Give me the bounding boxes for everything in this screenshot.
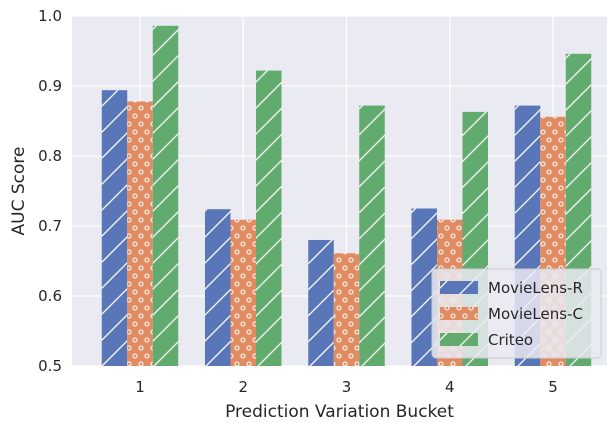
bar-hatch — [101, 90, 128, 366]
bar-hatch — [256, 70, 282, 366]
bar-hatch — [205, 209, 231, 366]
x-tick-label: 3 — [342, 378, 352, 396]
x-tick-label: 2 — [238, 378, 248, 396]
y-tick-label: 0.5 — [38, 357, 62, 375]
x-axis-title: Prediction Variation Bucket — [225, 402, 454, 422]
legend-label: Criteo — [488, 331, 533, 349]
y-tick-label: 0.9 — [38, 77, 62, 95]
bar-hatch — [127, 101, 153, 367]
y-axis-title: AUC Score — [9, 147, 29, 236]
legend-label: MovieLens-C — [488, 305, 583, 323]
bar-hatch — [359, 105, 385, 366]
bar-hatch — [308, 240, 334, 366]
y-tick-label: 0.7 — [38, 217, 62, 235]
legend-swatch-hatch — [440, 333, 478, 346]
x-tick-label: 5 — [548, 378, 558, 396]
bar-hatch — [333, 253, 360, 366]
x-axis: 1 2 3 4 5 — [135, 378, 558, 396]
legend-label: MovieLens-R — [488, 279, 583, 297]
y-tick-label: 1.0 — [38, 7, 62, 25]
legend-swatch-hatch — [440, 281, 478, 294]
x-tick-label: 4 — [445, 378, 455, 396]
bar-hatch — [230, 219, 256, 366]
y-tick-label: 0.8 — [38, 147, 62, 165]
legend-swatch-hatch — [440, 307, 478, 320]
bar-hatch — [152, 25, 179, 367]
legend: MovieLens-R MovieLens-C Criteo — [431, 268, 602, 359]
x-tick-label: 1 — [135, 378, 145, 396]
y-axis: 0.5 0.6 0.7 0.8 0.9 1.0 — [38, 7, 62, 375]
y-tick-label: 0.6 — [38, 287, 62, 305]
